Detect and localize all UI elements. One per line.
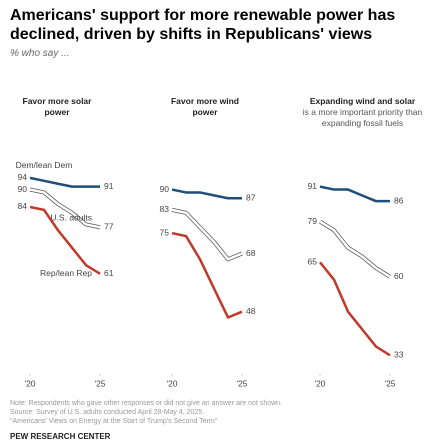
data-label: 68: [246, 248, 256, 258]
line: [319, 185, 390, 203]
line: [171, 208, 243, 261]
line: [29, 205, 101, 275]
panel-title-text: Favor more wind power: [170, 96, 239, 117]
data-label: 60: [394, 271, 404, 281]
data-label: 65: [308, 256, 318, 266]
panel-title: Favor more solar power: [12, 96, 102, 118]
x-tick-label: '20: [24, 378, 35, 388]
x-tick-label: '20: [166, 378, 177, 388]
data-label: 86: [394, 195, 404, 205]
title: Americans' support for more renewable po…: [10, 7, 396, 43]
series-label: Rep/lean Rep: [40, 268, 92, 278]
data-label: 61: [104, 268, 114, 278]
line: [29, 188, 101, 229]
panel-title: Favor more wind power: [160, 96, 250, 118]
data-label: 91: [104, 181, 114, 191]
line-outline: [318, 219, 392, 279]
note: Note: Respondents who gave other respons…: [10, 400, 282, 407]
data-label: 48: [246, 306, 256, 316]
x-tick-label: '25: [94, 378, 105, 388]
panel-subtitle: is a more important priority than expand…: [302, 107, 423, 128]
data-label: 77: [104, 222, 114, 232]
line: [171, 231, 243, 319]
panel-title: Expanding wind and solar is a more import…: [300, 96, 425, 129]
brand: PEW RESEARCH CENTER: [10, 432, 111, 441]
x-tick-label: '20: [314, 378, 325, 388]
data-label: 79: [308, 216, 318, 226]
data-label: 87: [246, 193, 256, 203]
data-label: 91: [308, 181, 318, 191]
data-label: 84: [18, 201, 28, 211]
data-label: 94: [18, 172, 28, 182]
data-label: 90: [160, 184, 170, 194]
subtitle: % who say ...: [10, 48, 70, 59]
line: [319, 261, 391, 357]
x-tick-label: '25: [236, 378, 247, 388]
panel-title-text: Expanding wind and solar: [309, 96, 416, 106]
data-label: 90: [18, 184, 28, 194]
x-tick-label: '25: [384, 378, 395, 388]
line: [319, 220, 391, 278]
line: [171, 188, 242, 200]
panel-title-text: Favor more solar power: [22, 96, 92, 117]
series-label: Dem/lean Dem: [16, 160, 73, 170]
data-label: 33: [394, 350, 404, 360]
line: [29, 176, 100, 188]
report: “Americans' Views on Energy at the Start…: [10, 418, 218, 425]
series-label: U.S. adults: [50, 213, 92, 223]
source: Source: Survey of U.S. adults conducted …: [10, 409, 205, 416]
data-label: 75: [160, 227, 170, 237]
data-label: 83: [160, 204, 170, 214]
